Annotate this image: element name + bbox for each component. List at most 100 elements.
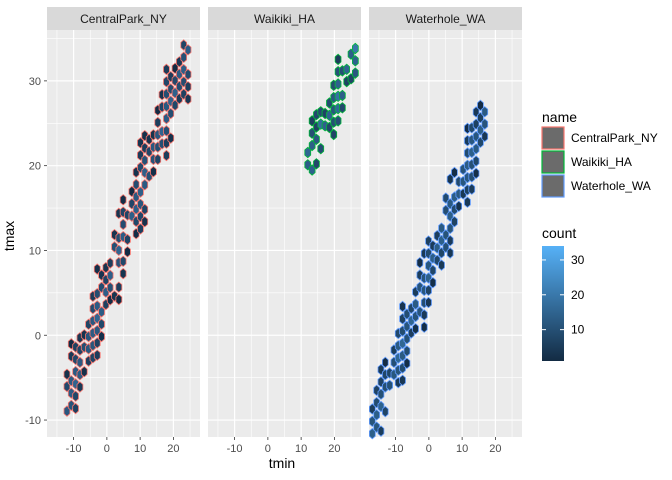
x-tick-label: 10 [456, 443, 468, 455]
hexbin-cell [451, 166, 458, 179]
hexbin-cell [150, 165, 157, 178]
hexbin-cell [141, 203, 149, 216]
hexbin-cell [63, 368, 71, 381]
hexbin-cell [115, 293, 123, 306]
hexbin-cell [338, 102, 346, 114]
x-tick-label: 20 [489, 443, 501, 455]
x-tick-label: 0 [265, 443, 271, 455]
hexbin-cell [163, 149, 170, 162]
y-tick-label: 20 [29, 161, 41, 173]
legend-key-1 [541, 150, 565, 174]
hexbin-cell [154, 153, 162, 166]
facet-strip-2 [369, 7, 522, 30]
facet-strip-label: CentralPark_NY [80, 12, 167, 26]
legend-count-title: count [542, 225, 576, 241]
facet-strip-label: Waterhole_WA [406, 12, 486, 26]
y-tick-label: 0 [35, 330, 41, 342]
hexbin-cell [477, 99, 484, 112]
hexbin-cell [351, 42, 359, 55]
hexbin-cell [141, 215, 149, 228]
hexbin-cell [184, 44, 192, 56]
hexbin-cell [93, 300, 101, 312]
colorbar [542, 246, 564, 361]
colorbar-tick-label: 20 [571, 288, 585, 302]
hexbin-cell [106, 269, 114, 282]
x-tick-label: 20 [328, 443, 340, 455]
hexbin-cell [464, 196, 471, 208]
hexbin-cell [163, 125, 170, 137]
legend-name-title: name [542, 109, 577, 125]
hexbin-cell [381, 356, 389, 369]
hexbin-cell [420, 309, 428, 321]
x-tick-label: 0 [426, 443, 432, 455]
y-tick-label: 30 [29, 76, 41, 88]
hexbin-cell [98, 330, 105, 343]
hexbin-cell [119, 194, 127, 206]
hexbin-cell [412, 298, 419, 310]
hexbin-cell [425, 284, 432, 297]
hexbin-cell [72, 402, 79, 415]
hexbin-cell [137, 223, 144, 235]
hexbin-cell [373, 409, 381, 421]
hexbin-cell [154, 116, 162, 129]
hexbin-cell [403, 345, 411, 357]
hexbin-cell [317, 142, 325, 155]
legend-label-2: Waterhole_WA [571, 179, 651, 193]
hexbin-cell [119, 218, 127, 231]
hexbin-cell [115, 281, 123, 293]
hexbin-cell [313, 158, 320, 170]
facet-strip-label: Waikiki_HA [254, 12, 315, 26]
hexbin-cell [106, 257, 114, 269]
hexbin-cell [429, 264, 437, 277]
y-tick-label: -10 [25, 415, 41, 427]
hexbin-cell [481, 106, 489, 118]
hexbin-cell [167, 107, 175, 120]
hexbin-cell [76, 356, 84, 369]
hexbin-cell [98, 318, 105, 330]
hexbin-cell [338, 89, 346, 102]
hexbin-cell [381, 405, 389, 418]
hexbin-cell [132, 178, 140, 191]
x-tick-label: 10 [134, 443, 146, 455]
hexbin-cell [420, 321, 428, 333]
hexbin-cell [141, 154, 149, 167]
hexbin-layer-1 [304, 42, 359, 176]
hexbin-cell [351, 67, 359, 79]
x-tick-label: 10 [295, 443, 307, 455]
hexbin-cell [330, 128, 338, 141]
legend-label-1: Waikiki_HA [571, 155, 632, 169]
hexbin-cell [472, 167, 480, 180]
legend-key-2 [541, 174, 565, 198]
hexbin-cell [334, 115, 342, 127]
x-tick-label: -10 [388, 443, 404, 455]
hexbin-cell [425, 296, 432, 309]
hexbin-cell [137, 186, 144, 198]
hexbin-cell [72, 390, 79, 402]
hexbin-cell [403, 357, 411, 370]
hexbin-cell [106, 281, 114, 294]
hexbin-cell [399, 300, 406, 313]
hexbin-cell [124, 233, 131, 246]
hexbin-cell [80, 365, 88, 378]
hexbin-cell [377, 425, 385, 437]
hexbin-layer-0 [63, 39, 192, 417]
hexbin-cell [481, 130, 489, 143]
hexbin-cell [167, 132, 175, 144]
facet-strip-0 [47, 7, 200, 30]
hexbin-cell [184, 80, 192, 93]
hexbin-cell [351, 55, 359, 67]
hexbin-cell [481, 118, 489, 130]
hexbin-cell [451, 215, 458, 228]
hexbin-cell [334, 78, 342, 90]
hexbin-cell [119, 255, 127, 268]
hexbin-layer-2 [368, 99, 489, 440]
hexbin-cell [119, 267, 127, 280]
hexbin-cell [313, 133, 320, 146]
x-tick-label: -10 [66, 443, 82, 455]
hexbin-cell [124, 246, 131, 258]
hexbin-cell [184, 93, 192, 105]
hexbin-cell [446, 247, 454, 259]
hexbin-cell [438, 222, 445, 234]
hexbin-cell [163, 63, 170, 76]
